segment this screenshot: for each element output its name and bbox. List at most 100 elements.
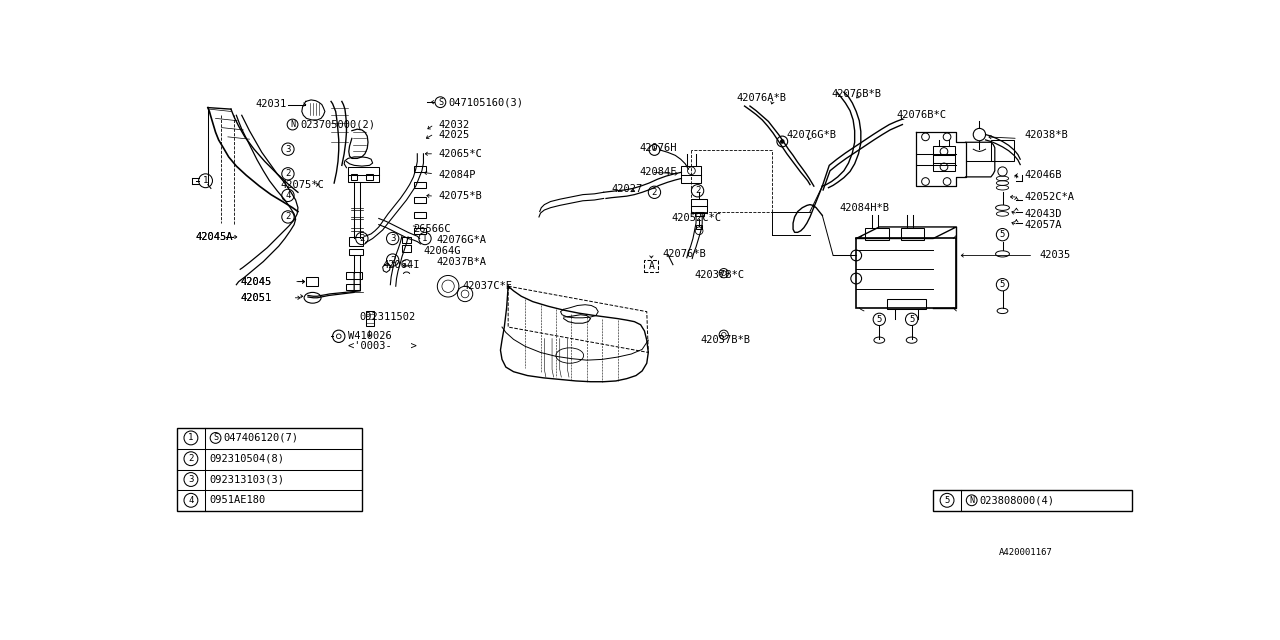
- Text: 42045A: 42045A: [196, 232, 233, 242]
- Text: 42064G: 42064G: [424, 246, 461, 256]
- Text: 5: 5: [877, 315, 882, 324]
- Bar: [348, 249, 362, 255]
- Text: 2: 2: [695, 186, 700, 195]
- Text: 42031: 42031: [256, 99, 287, 109]
- Text: 4: 4: [285, 191, 291, 200]
- Text: 42075*C: 42075*C: [280, 180, 324, 189]
- Text: 2: 2: [360, 234, 365, 243]
- Text: 42075*B: 42075*B: [439, 191, 483, 201]
- Text: 092313103(3): 092313103(3): [210, 474, 284, 484]
- Text: 5: 5: [1000, 230, 1005, 239]
- Text: 1: 1: [188, 433, 193, 442]
- Text: 42037B*B: 42037B*B: [700, 335, 750, 345]
- Bar: [415, 166, 426, 172]
- Text: 42065*C: 42065*C: [439, 148, 483, 159]
- Text: 42035: 42035: [1039, 250, 1070, 260]
- Bar: [991, 140, 1014, 161]
- Text: 42076*B: 42076*B: [662, 249, 705, 259]
- Text: 1: 1: [422, 234, 428, 243]
- Text: 42064I: 42064I: [383, 260, 420, 269]
- Text: 42037B*A: 42037B*A: [436, 257, 486, 267]
- Text: 42076B*B: 42076B*B: [832, 89, 882, 99]
- Bar: [856, 239, 956, 308]
- Bar: [366, 174, 372, 180]
- Text: <'0003-   >: <'0003- >: [348, 341, 417, 351]
- Bar: [347, 271, 362, 279]
- Bar: [887, 298, 925, 309]
- Bar: [347, 284, 361, 290]
- Bar: [402, 244, 411, 252]
- Text: 42076H: 42076H: [639, 143, 677, 152]
- Text: 42037C*E: 42037C*E: [462, 281, 512, 291]
- Text: 42051: 42051: [241, 292, 271, 303]
- Text: 42045A: 42045A: [196, 232, 233, 242]
- Bar: [933, 146, 955, 171]
- Bar: [681, 166, 701, 183]
- Text: 42045: 42045: [241, 276, 271, 287]
- Text: 42025: 42025: [439, 131, 470, 140]
- Text: 42057A: 42057A: [1024, 220, 1061, 230]
- Text: 5: 5: [1000, 280, 1005, 289]
- Text: S: S: [438, 98, 443, 107]
- Text: 2: 2: [390, 255, 396, 264]
- Bar: [366, 311, 374, 326]
- Text: 047105160(3): 047105160(3): [448, 97, 524, 108]
- Text: 42043D: 42043D: [1024, 209, 1061, 219]
- Text: 42045: 42045: [241, 276, 271, 287]
- Bar: [933, 490, 1132, 511]
- Text: 5: 5: [909, 315, 914, 324]
- Text: 0951AE180: 0951AE180: [210, 495, 266, 506]
- Text: 3: 3: [285, 145, 291, 154]
- Text: 42032: 42032: [439, 120, 470, 129]
- Bar: [415, 228, 426, 234]
- Text: 42052C*A: 42052C*A: [1024, 192, 1074, 202]
- Bar: [644, 260, 658, 273]
- Text: 2: 2: [285, 212, 291, 221]
- Bar: [691, 199, 707, 213]
- Text: 42027: 42027: [612, 184, 643, 194]
- Text: W410026: W410026: [348, 332, 392, 341]
- Bar: [402, 237, 411, 243]
- Bar: [696, 225, 703, 229]
- Text: 023705000(2): 023705000(2): [301, 120, 375, 129]
- Bar: [348, 237, 362, 246]
- Text: 2: 2: [652, 188, 657, 196]
- Text: N: N: [291, 120, 296, 129]
- Text: 26566C: 26566C: [413, 224, 451, 234]
- Bar: [901, 228, 924, 240]
- Text: 42076G*B: 42076G*B: [787, 131, 837, 140]
- Text: 1: 1: [202, 176, 209, 185]
- Bar: [415, 182, 426, 188]
- Bar: [695, 212, 704, 216]
- Text: 42084P: 42084P: [439, 170, 476, 180]
- Text: 4: 4: [188, 496, 193, 505]
- Circle shape: [780, 139, 785, 144]
- Bar: [306, 277, 317, 286]
- Bar: [177, 428, 362, 511]
- Text: 023808000(4): 023808000(4): [979, 495, 1055, 506]
- Text: A: A: [649, 261, 654, 271]
- Text: A420001167: A420001167: [998, 548, 1052, 557]
- Bar: [415, 197, 426, 203]
- Text: 42084F: 42084F: [639, 167, 677, 177]
- Text: S: S: [212, 433, 218, 442]
- Text: 3: 3: [390, 234, 396, 243]
- Text: 42038*B: 42038*B: [1024, 131, 1068, 140]
- Text: 2: 2: [285, 170, 291, 179]
- Text: 3: 3: [188, 475, 193, 484]
- Text: 092310504(8): 092310504(8): [210, 454, 284, 464]
- Text: 42052C*C: 42052C*C: [672, 214, 722, 223]
- Text: 42076A*B: 42076A*B: [737, 93, 787, 103]
- Text: 42046B: 42046B: [1024, 170, 1061, 180]
- Text: 5: 5: [945, 496, 950, 505]
- Text: 42076B*C: 42076B*C: [896, 110, 946, 120]
- Bar: [865, 228, 888, 240]
- Text: 42076G*A: 42076G*A: [436, 235, 486, 245]
- Bar: [351, 174, 357, 180]
- Text: 2: 2: [188, 454, 193, 463]
- Text: 42084H*B: 42084H*B: [840, 203, 890, 212]
- Text: N: N: [969, 496, 974, 505]
- Text: 42051: 42051: [241, 292, 271, 303]
- Text: 092311502: 092311502: [360, 312, 416, 322]
- Bar: [415, 212, 426, 218]
